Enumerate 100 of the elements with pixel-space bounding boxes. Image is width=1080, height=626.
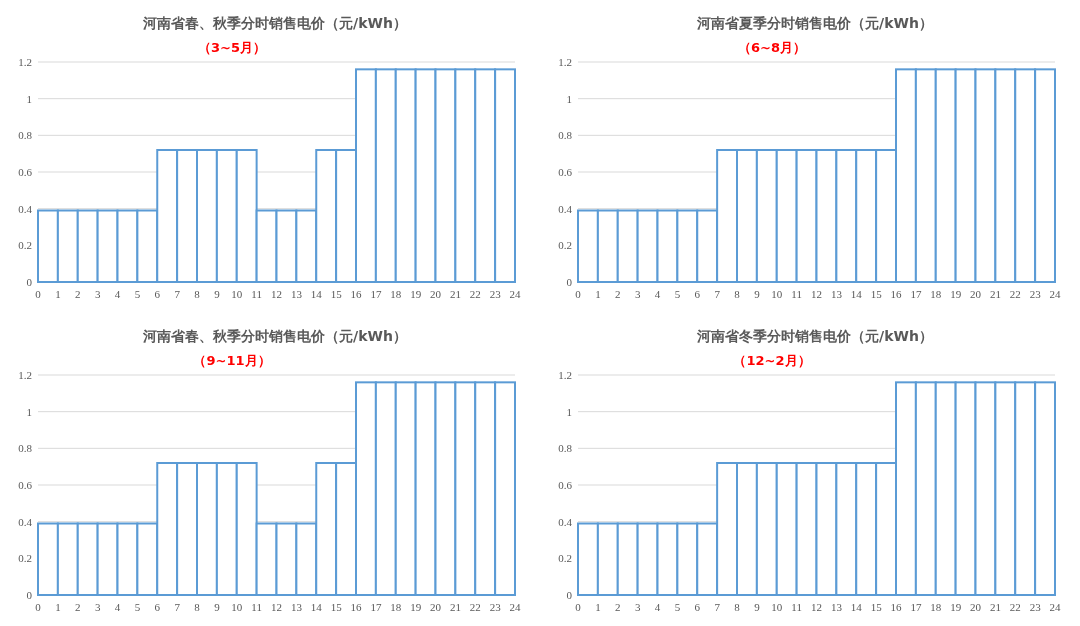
- x-tick-label: 8: [194, 601, 201, 613]
- x-tick-label: 12: [811, 288, 822, 300]
- x-tick-label: 21: [449, 288, 461, 300]
- x-tick-label: 1: [595, 288, 601, 300]
- x-tick-label: 18: [390, 288, 402, 300]
- x-tick-label: 23: [489, 601, 502, 613]
- x-tick-label: 20: [970, 288, 982, 300]
- x-tick-label: 23: [1029, 288, 1042, 300]
- y-tick-label: 0.6: [558, 166, 573, 178]
- x-tick-label: 13: [830, 601, 843, 613]
- x-tick-label: 19: [950, 601, 962, 613]
- x-tick-label: 4: [654, 288, 661, 300]
- x-tick-label: 7: [714, 601, 721, 613]
- x-tick-label: 0: [575, 601, 582, 613]
- x-tick-label: 18: [930, 601, 942, 613]
- x-tick-label: 9: [754, 288, 761, 300]
- x-tick-label: 14: [310, 288, 323, 300]
- x-tick-label: 23: [1029, 601, 1042, 613]
- chart-subtitle: （12~2月）: [733, 353, 811, 368]
- y-tick-label: 0.2: [558, 239, 572, 252]
- x-tick-label: 15: [870, 601, 883, 613]
- x-tick-label: 20: [430, 288, 442, 300]
- x-tick-label: 2: [75, 601, 81, 613]
- x-tick-label: 6: [154, 601, 161, 613]
- y-tick-label: 1.2: [558, 56, 572, 68]
- x-tick-label: 16: [890, 601, 902, 613]
- y-tick-label: 0.4: [558, 515, 573, 528]
- x-tick-label: 10: [771, 288, 783, 300]
- x-tick-label: 13: [830, 288, 843, 300]
- x-tick-label: 9: [214, 601, 221, 613]
- x-tick-label: 19: [410, 288, 422, 300]
- x-tick-label: 15: [870, 288, 883, 300]
- x-tick-label: 22: [469, 601, 481, 613]
- x-tick-label: 4: [654, 601, 661, 613]
- y-tick-label: 1: [566, 92, 572, 105]
- x-tick-label: 15: [330, 288, 343, 300]
- x-tick-label: 8: [734, 288, 741, 300]
- y-tick-label: 0: [26, 589, 33, 601]
- x-tick-label: 10: [231, 601, 243, 613]
- x-tick-label: 24: [509, 288, 521, 300]
- x-tick-label: 9: [754, 601, 761, 613]
- x-tick-label: 7: [174, 601, 181, 613]
- x-tick-label: 2: [75, 288, 81, 300]
- x-tick-label: 23: [489, 288, 502, 300]
- y-tick-label: 0.6: [18, 479, 33, 491]
- x-tick-label: 2: [615, 601, 621, 613]
- y-tick-label: 0.4: [18, 202, 33, 215]
- x-tick-label: 14: [310, 601, 323, 613]
- x-tick-label: 18: [390, 601, 402, 613]
- x-tick-label: 9: [214, 288, 221, 300]
- x-tick-label: 11: [251, 601, 262, 613]
- x-tick-label: 22: [469, 288, 481, 300]
- y-tick-label: 0.6: [558, 479, 573, 491]
- y-tick-label: 0.2: [18, 552, 32, 565]
- x-tick-label: 14: [850, 601, 863, 613]
- x-tick-label: 6: [694, 601, 701, 613]
- x-tick-label: 4: [114, 601, 121, 613]
- y-tick-label: 1: [26, 405, 32, 418]
- x-tick-label: 11: [791, 288, 802, 300]
- x-tick-label: 0: [35, 601, 42, 613]
- x-tick-label: 5: [134, 601, 141, 613]
- y-tick-label: 0.6: [18, 166, 33, 178]
- x-tick-label: 16: [350, 288, 362, 300]
- x-tick-label: 15: [330, 601, 343, 613]
- x-tick-label: 11: [251, 288, 262, 300]
- x-tick-label: 13: [290, 601, 303, 613]
- y-tick-label: 1.2: [558, 369, 572, 381]
- x-tick-label: 8: [734, 601, 741, 613]
- x-tick-label: 12: [811, 601, 822, 613]
- x-tick-label: 6: [694, 288, 701, 300]
- chart-title: 河南省冬季分时销售电价（元/kWh）: [696, 328, 933, 344]
- x-tick-label: 5: [134, 288, 141, 300]
- y-tick-label: 1: [566, 405, 572, 418]
- y-tick-label: 0.4: [558, 202, 573, 215]
- chart-subtitle: （3~5月）: [198, 40, 266, 55]
- x-tick-label: 21: [989, 601, 1001, 613]
- x-tick-label: 13: [290, 288, 303, 300]
- x-tick-label: 24: [1049, 288, 1061, 300]
- x-tick-label: 20: [970, 601, 982, 613]
- y-tick-label: 0.8: [558, 129, 573, 142]
- x-tick-label: 10: [771, 601, 783, 613]
- x-tick-label: 1: [55, 601, 61, 613]
- x-tick-label: 0: [35, 288, 42, 300]
- x-tick-label: 18: [930, 288, 942, 300]
- x-tick-label: 3: [634, 601, 641, 613]
- chart-subtitle: （9~11月）: [193, 353, 271, 368]
- y-tick-label: 0.4: [18, 515, 33, 528]
- x-tick-label: 14: [850, 288, 863, 300]
- y-tick-label: 0.8: [18, 442, 33, 455]
- x-tick-label: 21: [449, 601, 461, 613]
- y-tick-label: 1.2: [18, 369, 32, 381]
- chart-title: 河南省夏季分时销售电价（元/kWh）: [696, 15, 933, 31]
- y-tick-label: 1.2: [18, 56, 32, 68]
- x-tick-label: 20: [430, 601, 442, 613]
- x-tick-label: 11: [791, 601, 802, 613]
- x-tick-label: 5: [674, 601, 681, 613]
- x-tick-label: 7: [714, 288, 721, 300]
- x-tick-label: 17: [910, 601, 922, 613]
- x-tick-label: 17: [370, 601, 382, 613]
- x-tick-label: 24: [1049, 601, 1061, 613]
